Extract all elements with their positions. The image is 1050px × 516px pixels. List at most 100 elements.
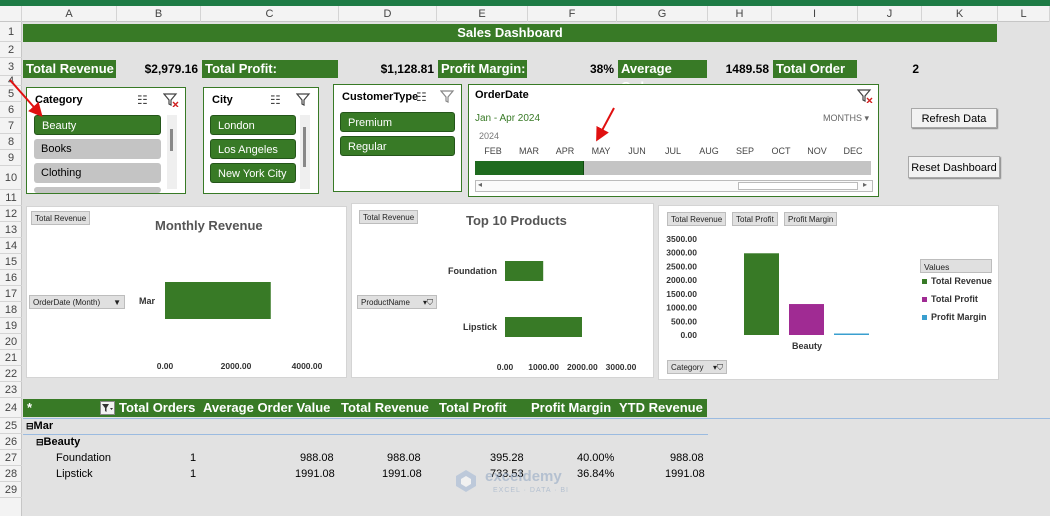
field-button-productname[interactable]: ProductName ▾⛉ bbox=[357, 295, 437, 309]
field-button-total-revenue[interactable]: Total Revenue bbox=[667, 212, 727, 226]
slicer-item-los-angeles[interactable]: Los Angeles bbox=[210, 139, 296, 159]
pivot-header-total-profit[interactable]: Total Profit bbox=[439, 400, 507, 415]
slicer-item-london[interactable]: London bbox=[210, 115, 296, 135]
row-header[interactable]: 26 bbox=[0, 434, 22, 450]
col-header-e[interactable]: E bbox=[437, 6, 528, 22]
row-header[interactable]: 19 bbox=[0, 318, 22, 334]
row-header[interactable]: 12 bbox=[0, 206, 22, 222]
row-header[interactable]: 15 bbox=[0, 254, 22, 270]
pivot-cell-revenue[interactable]: 988.08 bbox=[387, 452, 421, 464]
timeline-bar[interactable] bbox=[475, 161, 871, 175]
row-header[interactable]: 17 bbox=[0, 286, 22, 302]
row-header[interactable]: 7 bbox=[0, 118, 22, 134]
row-header[interactable]: 2 bbox=[0, 42, 22, 58]
scrollbar-thumb[interactable] bbox=[738, 182, 858, 190]
field-button-total-revenue[interactable]: Total Revenue bbox=[359, 210, 419, 224]
row-header[interactable]: 6 bbox=[0, 102, 22, 118]
scroll-right-icon[interactable]: ▸ bbox=[863, 180, 868, 189]
customertype-slicer[interactable]: CustomerType ☷ Premium Regular bbox=[333, 84, 462, 192]
city-slicer[interactable]: City ☷ London Los Angeles New York City bbox=[203, 87, 319, 194]
col-header-h[interactable]: H bbox=[708, 6, 772, 22]
row-header[interactable]: 13 bbox=[0, 222, 22, 238]
pivot-cell-margin[interactable]: 36.84% bbox=[577, 468, 615, 480]
slicer-item-beauty[interactable]: Beauty bbox=[34, 115, 161, 135]
reset-dashboard-button[interactable]: Reset Dashboard bbox=[908, 156, 1000, 178]
row-header[interactable]: 20 bbox=[0, 334, 22, 350]
pivot-cell-ytd[interactable]: 988.08 bbox=[670, 452, 704, 464]
col-header-f[interactable]: F bbox=[528, 6, 617, 22]
col-header-i[interactable]: I bbox=[772, 6, 858, 22]
row-header[interactable]: 5 bbox=[0, 86, 22, 102]
row-header[interactable]: 21 bbox=[0, 350, 22, 366]
filter-icon[interactable] bbox=[439, 90, 456, 107]
multi-select-icon[interactable]: ☷ bbox=[416, 90, 427, 104]
slicer-item-regular[interactable]: Regular bbox=[340, 136, 455, 156]
select-all-corner[interactable] bbox=[0, 6, 22, 22]
timeline-selection[interactable] bbox=[475, 161, 584, 175]
row-header[interactable]: 16 bbox=[0, 270, 22, 286]
col-header-a[interactable]: A bbox=[22, 6, 117, 22]
slicer-item-new-york-city[interactable]: New York City bbox=[210, 163, 296, 183]
pivot-header-average-order-value[interactable]: Average Order Value bbox=[203, 400, 331, 415]
refresh-data-button[interactable]: Refresh Data bbox=[911, 108, 997, 128]
scrollbar-thumb[interactable] bbox=[170, 129, 173, 151]
pivot-header-ytd-revenue[interactable]: YTD Revenue bbox=[619, 400, 703, 415]
field-button-profit-margin[interactable]: Profit Margin bbox=[784, 212, 838, 226]
orderdate-timeline[interactable]: OrderDate Jan - Apr 2024 MONTHS ▾ 2024 F… bbox=[468, 84, 879, 197]
pivot-row-month[interactable]: ⊟Mar bbox=[26, 420, 53, 432]
row-header[interactable]: 28 bbox=[0, 466, 22, 482]
collapse-icon[interactable]: ⊟ bbox=[26, 421, 34, 431]
timeline-level-dropdown[interactable]: MONTHS ▾ bbox=[823, 113, 869, 124]
pivot-row-category[interactable]: ⊟Beauty bbox=[36, 436, 80, 448]
row-header[interactable]: 9 bbox=[0, 150, 22, 166]
row-header[interactable]: 11 bbox=[0, 190, 22, 206]
row-header[interactable]: 10 bbox=[0, 166, 22, 190]
multi-select-icon[interactable]: ☷ bbox=[137, 93, 148, 107]
pivot-row-product[interactable]: Lipstick bbox=[56, 468, 93, 480]
clear-filter-icon[interactable] bbox=[856, 89, 873, 106]
slicer-item-premium[interactable]: Premium bbox=[340, 112, 455, 132]
row-header[interactable]: 18 bbox=[0, 302, 22, 318]
field-button-orderdate[interactable]: OrderDate (Month) ▼ bbox=[29, 295, 125, 309]
col-header-d[interactable]: D bbox=[339, 6, 437, 22]
category-slicer-scrollbar[interactable] bbox=[167, 115, 177, 189]
category-metrics-chart[interactable]: Total Revenue Total Profit Profit Margin… bbox=[658, 205, 999, 380]
row-header[interactable]: 27 bbox=[0, 450, 22, 466]
pivot-cell-margin[interactable]: 40.00% bbox=[577, 452, 615, 464]
col-header-k[interactable]: K bbox=[922, 6, 998, 22]
pivot-cell-ytd[interactable]: 1991.08 bbox=[665, 468, 705, 480]
clear-filter-icon[interactable] bbox=[162, 93, 179, 110]
row-header[interactable]: 29 bbox=[0, 482, 22, 498]
col-header-b[interactable]: B bbox=[117, 6, 201, 22]
scrollbar-thumb[interactable] bbox=[303, 127, 306, 167]
monthly-revenue-chart[interactable]: Total Revenue Monthly Revenue OrderDate … bbox=[26, 206, 347, 378]
pivot-header-total-revenue[interactable]: Total Revenue bbox=[341, 400, 429, 415]
timeline-scrollbar[interactable]: ◂ ▸ bbox=[475, 180, 873, 192]
pivot-cell-profit[interactable]: 733.53 bbox=[490, 468, 524, 480]
pivot-cell-orders[interactable]: 1 bbox=[190, 452, 197, 464]
row-header[interactable]: 1 bbox=[0, 22, 22, 42]
filter-dropdown-icon[interactable] bbox=[100, 401, 115, 415]
row-header[interactable]: 8 bbox=[0, 134, 22, 150]
row-header[interactable]: 25 bbox=[0, 418, 22, 434]
row-header[interactable]: 24 bbox=[0, 398, 22, 418]
field-button-total-profit[interactable]: Total Profit bbox=[732, 212, 778, 226]
row-header[interactable]: 23 bbox=[0, 382, 22, 398]
pivot-cell-orders[interactable]: 1 bbox=[190, 468, 197, 480]
pivot-header-total-orders[interactable]: Total Orders bbox=[119, 400, 196, 415]
pivot-cell-avg[interactable]: 1991.08 bbox=[295, 468, 335, 480]
row-header[interactable]: 22 bbox=[0, 366, 22, 382]
col-header-c[interactable]: C bbox=[201, 6, 339, 22]
pivot-row-product[interactable]: Foundation bbox=[56, 452, 112, 464]
field-button-category[interactable]: Category ▾⛉ bbox=[667, 360, 727, 374]
col-header-j[interactable]: J bbox=[858, 6, 922, 22]
row-header[interactable]: 3 bbox=[0, 58, 22, 76]
collapse-icon[interactable]: ⊟ bbox=[36, 437, 44, 447]
pivot-cell-profit[interactable]: 395.28 bbox=[490, 452, 524, 464]
pivot-header-profit-margin[interactable]: Profit Margin bbox=[531, 400, 612, 415]
multi-select-icon[interactable]: ☷ bbox=[270, 93, 281, 107]
slicer-item-books[interactable]: Books bbox=[34, 139, 161, 159]
category-slicer[interactable]: Category ☷ Beauty Books Clothing bbox=[26, 87, 186, 194]
top-products-chart[interactable]: Total Revenue Top 10 Products ProductNam… bbox=[351, 203, 654, 378]
city-slicer-scrollbar[interactable] bbox=[300, 115, 310, 189]
